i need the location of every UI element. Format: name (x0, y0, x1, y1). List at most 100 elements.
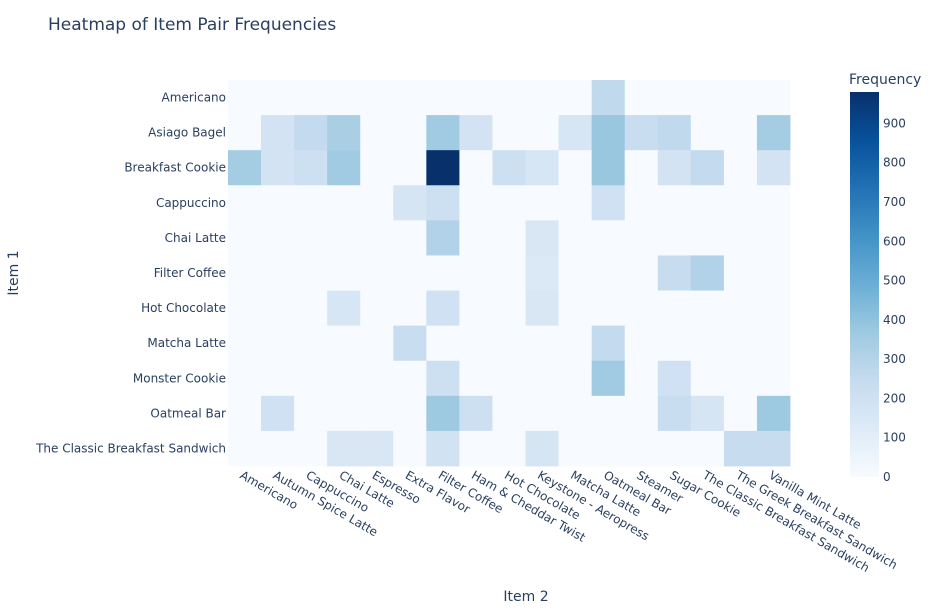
y-tick-label: Americano (162, 91, 226, 105)
heatmap-cell (690, 395, 725, 432)
heatmap-cell (525, 325, 559, 362)
heatmap-cell (426, 430, 460, 467)
heatmap-cell (492, 220, 526, 256)
heatmap-cell (723, 430, 758, 467)
heatmap-cell (393, 325, 427, 362)
heatmap-cell (657, 185, 692, 221)
heatmap-cell (591, 430, 626, 467)
heatmap-cell (624, 255, 659, 291)
heatmap-cell (327, 115, 361, 151)
heatmap-cell (657, 150, 692, 186)
heatmap-cell (525, 185, 559, 221)
y-tick-label: Chai Latte (165, 231, 226, 245)
heatmap-cell (525, 430, 559, 467)
heatmap-cell (690, 115, 725, 151)
heatmap-cell (591, 360, 626, 397)
heatmap-cell (690, 220, 725, 256)
heatmap-cell (492, 80, 526, 116)
heatmap-cell (459, 360, 493, 397)
heatmap-cell (393, 430, 427, 467)
heatmap-cell (492, 290, 526, 327)
heatmap-cell (327, 395, 361, 432)
heatmap-cell (558, 325, 593, 362)
colorbar-tick-label: 800 (883, 156, 906, 170)
heatmap-cell (723, 220, 758, 256)
heatmap-cell (657, 220, 692, 256)
heatmap-cell (723, 255, 758, 291)
heatmap-cell (525, 255, 559, 291)
heatmap-cell (426, 395, 460, 432)
heatmap-cell (492, 185, 526, 221)
heatmap-cell (360, 220, 394, 256)
heatmap-cell (261, 150, 295, 186)
heatmap-cell (261, 395, 295, 432)
heatmap-cell (690, 255, 725, 291)
heatmap-cell (261, 255, 295, 291)
heatmap-cell (591, 395, 626, 432)
heatmap-cell (492, 430, 526, 467)
colorbar-tick-label: 500 (883, 274, 906, 288)
heatmap-cell (525, 360, 559, 397)
heatmap-cell (426, 325, 460, 362)
heatmap-cell (558, 430, 593, 467)
heatmap-cell (228, 360, 262, 397)
heatmap-cell (756, 430, 791, 467)
heatmap-cell (756, 185, 791, 221)
heatmap-cell (327, 360, 361, 397)
heatmap-cell (360, 360, 394, 397)
heatmap-cell (624, 325, 659, 362)
heatmap-cell (459, 255, 493, 291)
y-tick-label: Matcha Latte (147, 336, 226, 350)
heatmap-cell (294, 395, 328, 432)
heatmap-cell (558, 290, 593, 327)
heatmap-cell (624, 80, 659, 116)
heatmap-cell (591, 115, 626, 151)
heatmap-cell (459, 80, 493, 116)
heatmap-cell (624, 150, 659, 186)
heatmap-cell (624, 185, 659, 221)
heatmap-cell (624, 220, 659, 256)
heatmap-cell (723, 150, 758, 186)
heatmap-cell (756, 255, 791, 291)
heatmap-cell (492, 115, 526, 151)
heatmap-cell (426, 115, 460, 151)
heatmap-cell (360, 150, 394, 186)
heatmap-cell (393, 185, 427, 221)
heatmap-cell (228, 325, 262, 362)
y-tick-label: Oatmeal Bar (150, 406, 226, 420)
heatmap-cell (393, 115, 427, 151)
y-tick-label: The Classic Breakfast Sandwich (35, 441, 226, 455)
heatmap-cell (294, 220, 328, 256)
heatmap-cell (624, 290, 659, 327)
heatmap-cell (756, 395, 791, 432)
heatmap-cell (459, 430, 493, 467)
heatmap-cell (492, 360, 526, 397)
y-tick-label: Cappuccino (156, 196, 226, 210)
heatmap-cell (657, 430, 692, 467)
y-axis-ticks: Americano Asiago Bagel Breakfast Cookie Cap… (35, 91, 226, 456)
heatmap-cell (525, 115, 559, 151)
heatmap-cell (459, 220, 493, 256)
heatmap-cell (492, 255, 526, 291)
heatmap-cell (723, 395, 758, 432)
heatmap-cell (690, 80, 725, 116)
heatmap-cell (756, 220, 791, 256)
heatmap-cell (525, 395, 559, 432)
heatmap-cell (393, 220, 427, 256)
heatmap-cell (228, 255, 262, 291)
heatmap-cell (228, 430, 262, 467)
heatmap-cell (657, 325, 692, 362)
heatmap-cell (261, 430, 295, 467)
heatmap-cell (657, 360, 692, 397)
heatmap-cell (393, 255, 427, 291)
colorbar-tick-label: 900 (883, 116, 906, 130)
heatmap-cell (558, 220, 593, 256)
heatmap-cell (690, 360, 725, 397)
heatmap-cell (723, 115, 758, 151)
heatmap-cell (591, 325, 626, 362)
heatmap-cell (360, 255, 394, 291)
heatmap-cell (756, 115, 791, 151)
heatmap-cell (327, 430, 361, 467)
heatmap-cell (294, 325, 328, 362)
